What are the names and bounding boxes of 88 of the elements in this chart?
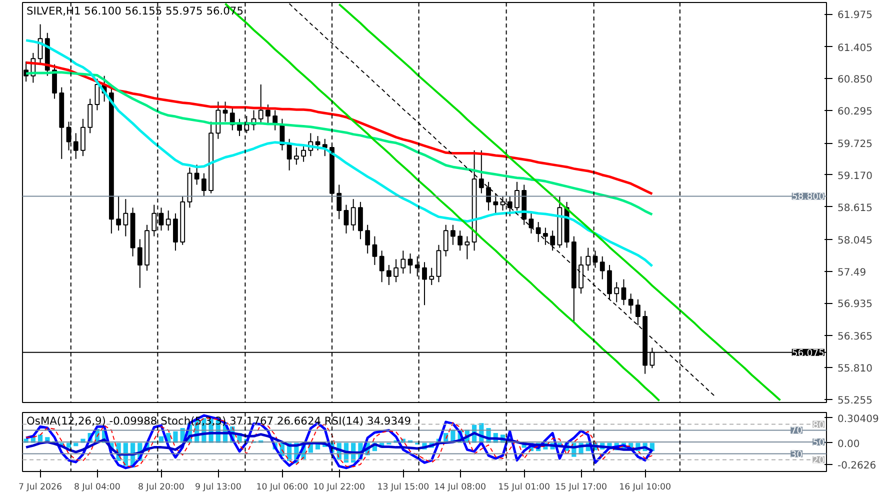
candlestick xyxy=(464,236,470,260)
y-tick-label: 59.725 xyxy=(838,139,872,150)
candlestick xyxy=(379,250,384,283)
x-tick-label: 16 Jul 10:00 xyxy=(619,482,672,492)
x-tick-label: 10 Jul 06:00 xyxy=(256,482,308,492)
y-tick-label: 61.975 xyxy=(838,10,872,22)
candlestick xyxy=(52,64,57,100)
candlestick xyxy=(386,264,392,286)
candlestick xyxy=(486,181,491,212)
candlestick xyxy=(322,138,328,157)
y-tick-label: 55.255 xyxy=(838,395,872,406)
candlestick xyxy=(550,230,556,252)
ref-line-label: 80 xyxy=(812,420,825,431)
candlestick xyxy=(400,250,406,274)
candlestick xyxy=(344,204,349,234)
ref-line-label: 56.075 xyxy=(792,348,825,359)
candlestick xyxy=(358,201,363,240)
ref-line-label: 58.800 xyxy=(792,192,825,203)
candlestick xyxy=(514,181,520,212)
candlestick xyxy=(73,132,78,160)
candlestick xyxy=(137,238,142,288)
y-tick-label: 57.49 xyxy=(838,267,866,278)
x-tick-label: 15 Jul 01:00 xyxy=(498,482,550,492)
candlestick xyxy=(458,230,463,252)
candlestick xyxy=(429,267,434,286)
x-tick-label: 9 Jul 13:00 xyxy=(194,482,242,492)
candlestick xyxy=(286,138,292,171)
candlestick xyxy=(372,236,378,266)
x-tick-label: 13 Jul 15:00 xyxy=(377,482,430,492)
candlestick xyxy=(408,253,413,274)
candlestick xyxy=(88,98,93,134)
candlestick xyxy=(600,256,605,280)
candlestick xyxy=(543,227,548,246)
candlestick xyxy=(294,146,299,166)
candlestick xyxy=(123,198,128,237)
y-tick-label: 56.935 xyxy=(838,299,872,310)
candlestick xyxy=(614,282,620,303)
x-tick-label: 8 Jul 20:00 xyxy=(138,482,184,492)
candlestick xyxy=(365,224,370,254)
candlestick xyxy=(607,264,612,300)
candlestick xyxy=(350,198,356,232)
y-tick-label: 58.615 xyxy=(838,202,872,214)
candlestick xyxy=(80,118,86,157)
x-tick-label: 15 Jul 17:00 xyxy=(555,482,607,492)
candlestick xyxy=(222,101,228,122)
ref-line-label: 50 xyxy=(812,438,825,448)
y-tick-label: 0.30409 xyxy=(838,414,879,425)
line-series xyxy=(338,3,782,402)
x-tick-label: 14 Jul 08:00 xyxy=(434,482,486,492)
candlestick xyxy=(422,262,427,306)
candlestick xyxy=(166,210,171,232)
candlestick xyxy=(394,258,398,283)
candlestick xyxy=(266,104,270,126)
candlestick xyxy=(578,256,584,294)
candlestick xyxy=(237,118,242,137)
candlestick xyxy=(443,224,448,257)
candlestick xyxy=(493,192,498,214)
ref-line-label: 20 xyxy=(812,455,825,466)
candlestick xyxy=(635,298,640,326)
line-series xyxy=(24,39,654,268)
candlestick xyxy=(173,212,178,252)
y-tick-label: 60.850 xyxy=(838,74,872,86)
x-tick-label: 8 Jul 04:00 xyxy=(74,482,120,492)
y-tick-label: 56.365 xyxy=(838,332,872,343)
y-tick-label: 60.295 xyxy=(838,106,872,118)
candlestick xyxy=(628,293,634,314)
candlestick xyxy=(478,150,484,194)
candlestick xyxy=(116,196,122,232)
y-tick-label: 61.405 xyxy=(838,42,872,54)
candlestick xyxy=(201,172,206,197)
candlestick xyxy=(450,224,456,246)
candlestick xyxy=(216,101,221,140)
y-tick-label: -0.2626 xyxy=(838,460,876,472)
candlestick xyxy=(621,278,626,306)
y-tick-label: 0.00 xyxy=(838,438,860,450)
candlestick xyxy=(586,247,591,272)
y-tick-label: 55.810 xyxy=(838,364,872,375)
candlestick xyxy=(301,144,306,162)
x-tick-label: 10 Jul 22:00 xyxy=(313,482,366,492)
candlestick xyxy=(194,164,200,186)
x-tick-label: 7 Jul 2026 xyxy=(18,482,62,492)
candlestick xyxy=(536,221,541,243)
candlestick xyxy=(336,184,342,220)
ref-line-label: 30 xyxy=(790,449,803,460)
y-tick-label: 59.170 xyxy=(838,170,872,182)
bar xyxy=(173,431,178,443)
bar xyxy=(66,442,72,448)
y-tick-label: 58.045 xyxy=(838,235,872,246)
